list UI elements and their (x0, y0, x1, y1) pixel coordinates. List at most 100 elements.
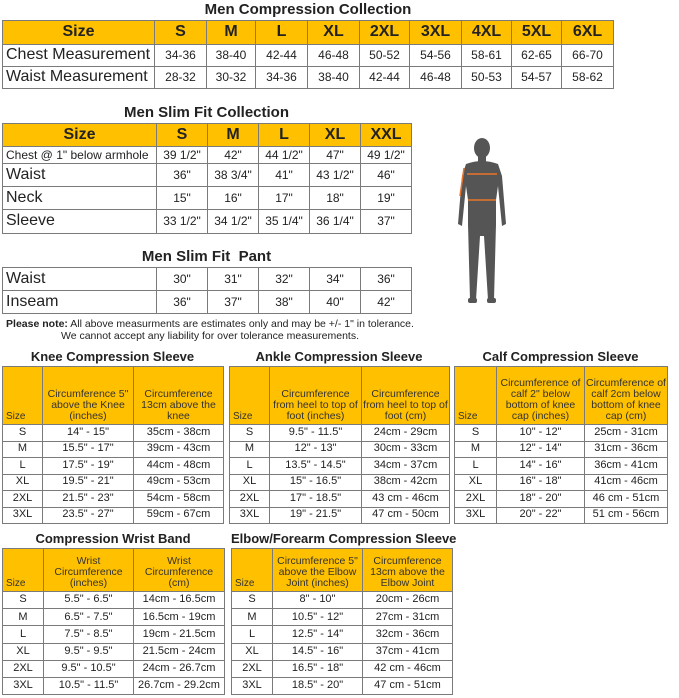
table-cell: 32cm - 36cm (362, 625, 453, 644)
table-cell: 10.5" - 11.5" (43, 676, 134, 696)
table-row: M 15.5" - 17" 39cm - 43cm (2, 440, 224, 458)
table-cell: 66-70 (561, 44, 614, 67)
row-label: M (229, 440, 270, 458)
table-cell: 19" (360, 186, 412, 210)
wrist-title: Compression Wrist Band (35, 531, 191, 546)
ankle-sleeve-table: Size Circumference from heel to top of fo… (229, 366, 450, 524)
note-line-2: We cannot accept any liability for over … (60, 330, 360, 342)
row-label: Waist (2, 163, 157, 187)
column-header: M (206, 20, 256, 45)
row-label: Waist Measurement (2, 66, 155, 89)
men-slim-pant-title: Men Slim Fit Pant (141, 248, 272, 265)
table-row: L 12.5" - 14" 32cm - 36cm (231, 625, 453, 644)
ankle-title: Ankle Compression Sleeve (255, 349, 423, 364)
table-row: S 9.5" - 11.5" 24cm - 29cm (229, 424, 450, 442)
table-row: L 14" - 16" 36cm - 41cm (454, 457, 668, 475)
table-row: 2XL 16.5" - 18" 42 cm - 46cm (231, 659, 453, 678)
table-row: S 8" - 10" 20cm - 26cm (231, 590, 453, 610)
table-cell: 36cm - 41cm (584, 457, 668, 475)
table-cell: 58-62 (561, 66, 614, 89)
table-cell: 17" - 18.5" (269, 490, 362, 508)
row-label: 3XL (229, 506, 270, 524)
column-header: S (154, 20, 207, 45)
tolerance-note: Please note: All above measurments are e… (0, 318, 430, 342)
size-header: Size (454, 366, 497, 425)
table-cell: 38cm - 42cm (361, 473, 450, 491)
body-measurement-figure-icon (458, 138, 506, 303)
row-label: 3XL (2, 676, 44, 696)
table-cell: 19" - 21.5" (269, 506, 362, 524)
table-cell: 44cm - 48cm (133, 457, 224, 475)
row-label: Sleeve (2, 209, 157, 234)
table-row: Chest @ 1" below armhole 39 1/2" 42" 44 1/2… (2, 146, 412, 164)
table-cell: 15.5" - 17" (42, 440, 134, 458)
table-row: 2XL 17" - 18.5" 43 cm - 46cm (229, 490, 450, 508)
table-row: Inseam 36" 37" 38" 40" 42" (2, 290, 412, 314)
table-row: S 5.5" - 6.5" 14cm - 16.5cm (2, 590, 225, 610)
table-cell: 62-65 (511, 44, 562, 67)
table-cell: 30-32 (206, 66, 256, 89)
table-cell: 32" (258, 267, 310, 291)
table-row: M 6.5" - 7.5" 16.5cm - 19cm (2, 608, 225, 627)
table-cell: 54-57 (511, 66, 562, 89)
column-header: Circumference from heel to top of foot (… (361, 366, 450, 425)
row-label: L (2, 457, 43, 475)
row-label: 3XL (2, 506, 43, 524)
row-label: S (2, 590, 44, 610)
table-cell: 12" - 14" (496, 440, 585, 458)
table-row: Waist 30" 31" 32" 34" 36" (2, 267, 412, 291)
row-label: Neck (2, 186, 157, 210)
table-row: XL 15" - 16.5" 38cm - 42cm (229, 473, 450, 491)
table-cell: 10.5" - 12" (272, 608, 363, 627)
table-cell: 14.5" - 16" (272, 642, 363, 661)
table-cell: 50-53 (461, 66, 512, 89)
row-label: 3XL (231, 676, 273, 696)
column-header: Circumference 13cm above the knee (133, 366, 224, 425)
table-cell: 36" (156, 163, 208, 187)
table-cell: 36" (156, 290, 208, 314)
table-cell: 19.5" - 21" (42, 473, 134, 491)
column-header: L (258, 123, 310, 147)
table-row: L 7.5" - 8.5" 19cm - 21.5cm (2, 625, 225, 644)
table-cell: 25cm - 31cm (584, 424, 668, 442)
elbow-title: Elbow/Forearm Compression Sleeve (231, 531, 457, 546)
table-cell: 37" (360, 209, 412, 234)
table-cell: 42-44 (359, 66, 410, 89)
table-cell: 24cm - 26.7cm (133, 659, 225, 678)
table-cell: 44 1/2" (258, 146, 310, 164)
table-row: M 12" - 13" 30cm - 33cm (229, 440, 450, 458)
column-header: Circumference 5" above the Elbow Joint (… (272, 548, 363, 592)
men-compression-title: Men Compression Collection (204, 1, 412, 18)
table-cell: 46-48 (307, 44, 360, 67)
table-cell: 17" (258, 186, 310, 210)
table-cell: 15" (156, 186, 208, 210)
table-cell: 9.5" - 10.5" (43, 659, 134, 678)
column-header: M (207, 123, 259, 147)
table-cell: 49 1/2" (360, 146, 412, 164)
row-label: XL (2, 473, 43, 491)
table-cell: 41cm - 46cm (584, 473, 668, 491)
table-row: 3XL 20" - 22" 51 cm - 56cm (454, 506, 668, 524)
table-cell: 36" (360, 267, 412, 291)
row-label: S (231, 590, 273, 610)
table-cell: 38-40 (206, 44, 256, 67)
size-header: Size (231, 548, 273, 592)
table-cell: 34 1/2" (207, 209, 259, 234)
table-cell: 16" - 18" (496, 473, 585, 491)
header-row: Size Circumference 5" above the Elbow Joi… (231, 548, 453, 592)
table-row: M 10.5" - 12" 27cm - 31cm (231, 608, 453, 627)
table-cell: 18" (309, 186, 361, 210)
row-label: S (229, 424, 270, 442)
table-cell: 34" (309, 267, 361, 291)
table-cell: 37" (207, 290, 259, 314)
table-cell: 9.5" - 11.5" (269, 424, 362, 442)
table-cell: 9.5" - 9.5" (43, 642, 134, 661)
table-cell: 40" (309, 290, 361, 314)
table-cell: 38" (258, 290, 310, 314)
table-cell: 18" - 20" (496, 490, 585, 508)
table-cell: 58-61 (461, 44, 512, 67)
table-cell: 19cm - 21.5cm (133, 625, 225, 644)
table-cell: 42 cm - 46cm (362, 659, 453, 678)
table-cell: 46 cm - 51cm (584, 490, 668, 508)
column-header: 2XL (359, 20, 410, 45)
